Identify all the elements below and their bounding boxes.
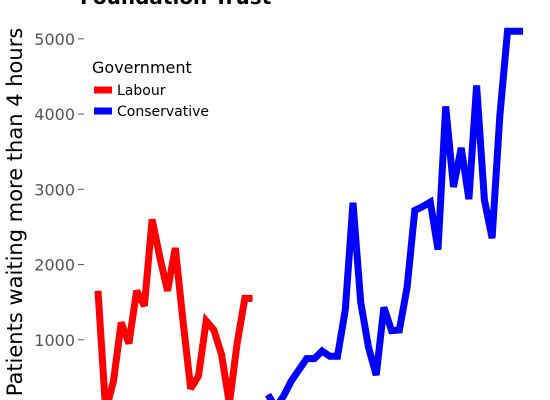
data-point-labour-0 bbox=[97, 290, 99, 292]
data-point-conservative-9 bbox=[337, 355, 339, 357]
data-point-conservative-17 bbox=[398, 329, 400, 331]
data-point-conservative-20 bbox=[422, 206, 424, 208]
y-tick-label-1000: 1000 bbox=[34, 331, 75, 350]
data-point-labour-9 bbox=[167, 290, 169, 292]
data-point-labour-11 bbox=[182, 320, 184, 322]
data-point-conservative-21 bbox=[429, 201, 431, 203]
data-point-conservative-25 bbox=[460, 147, 462, 149]
y-tick-label-3000: 3000 bbox=[34, 180, 75, 199]
data-point-conservative-15 bbox=[383, 306, 385, 308]
data-point-conservative-29 bbox=[491, 237, 493, 239]
legend-label-conservative: Conservative bbox=[117, 104, 209, 120]
data-point-labour-14 bbox=[205, 320, 207, 322]
data-point-labour-16 bbox=[221, 354, 223, 356]
data-point-conservative-8 bbox=[329, 355, 331, 357]
data-point-conservative-12 bbox=[360, 301, 362, 303]
y-axis-label: Patients waiting more than 4 hours bbox=[3, 28, 27, 397]
series-line-conservative bbox=[265, 27, 523, 400]
data-point-conservative-26 bbox=[468, 198, 470, 200]
data-point-conservative-14 bbox=[375, 374, 377, 376]
data-point-labour-6 bbox=[143, 305, 145, 307]
data-point-conservative-11 bbox=[352, 202, 354, 204]
data-point-conservative-7 bbox=[321, 350, 323, 352]
data-point-labour-10 bbox=[174, 247, 176, 249]
data-point-conservative-27 bbox=[476, 84, 478, 86]
data-point-conservative-30 bbox=[499, 115, 501, 117]
data-point-labour-20 bbox=[252, 297, 254, 299]
legend-title: Government bbox=[92, 58, 192, 77]
data-point-labour-2 bbox=[112, 380, 114, 382]
data-point-conservative-33 bbox=[522, 30, 524, 32]
data-point-conservative-0 bbox=[267, 394, 269, 396]
data-point-labour-7 bbox=[151, 218, 153, 220]
data-point-conservative-16 bbox=[391, 330, 393, 332]
data-point-conservative-19 bbox=[414, 209, 416, 211]
legend: Government Labour Conservative bbox=[92, 58, 209, 120]
legend-label-labour: Labour bbox=[117, 83, 166, 99]
y-tick-label-2000: 2000 bbox=[34, 256, 75, 275]
data-point-labour-12 bbox=[190, 388, 192, 390]
data-point-conservative-28 bbox=[483, 199, 485, 201]
data-point-labour-5 bbox=[136, 290, 138, 292]
data-point-labour-18 bbox=[236, 343, 238, 345]
data-point-conservative-18 bbox=[406, 286, 408, 288]
data-point-labour-19 bbox=[244, 297, 246, 299]
series-layer bbox=[94, 27, 524, 400]
data-point-conservative-24 bbox=[452, 186, 454, 188]
data-point-labour-3 bbox=[120, 321, 122, 323]
data-point-conservative-5 bbox=[306, 358, 308, 360]
y-tick-label-4000: 4000 bbox=[34, 105, 75, 124]
data-point-conservative-3 bbox=[290, 380, 292, 382]
data-point-conservative-6 bbox=[313, 358, 315, 360]
data-point-conservative-10 bbox=[344, 309, 346, 311]
y-tick-label-5000: 5000 bbox=[34, 30, 75, 49]
data-point-labour-8 bbox=[159, 256, 161, 258]
data-point-conservative-2 bbox=[282, 395, 284, 397]
data-point-conservative-4 bbox=[298, 369, 300, 371]
data-point-labour-13 bbox=[197, 375, 199, 377]
data-point-labour-15 bbox=[213, 329, 215, 331]
chart-title: Foundation Trust bbox=[80, 0, 272, 9]
series-line-labour bbox=[94, 218, 253, 400]
data-point-conservative-32 bbox=[514, 30, 516, 32]
data-point-conservative-22 bbox=[437, 248, 439, 250]
data-point-conservative-23 bbox=[445, 106, 447, 108]
data-point-labour-4 bbox=[128, 343, 130, 345]
data-point-conservative-31 bbox=[507, 30, 509, 32]
y-axis: 1000 2000 3000 4000 5000 bbox=[34, 30, 84, 350]
data-point-conservative-13 bbox=[367, 346, 369, 348]
